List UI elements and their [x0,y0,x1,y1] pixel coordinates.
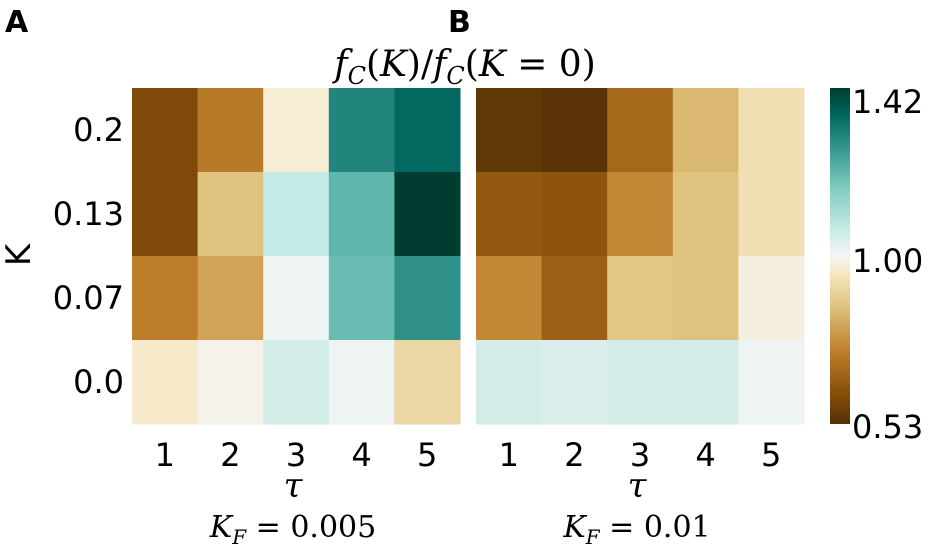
heatmap-cell-b-r0-c3 [672,88,739,173]
heatmap-cell-b-r1-c2 [607,172,674,257]
heatmap-cell-a-r1-c0 [132,172,199,257]
heatmap-cell-a-r3-c1 [197,340,264,425]
x-tick-label-b: 3 [630,436,650,474]
heatmap-cell-b-r3-c0 [476,340,543,425]
heatmap-cell-b-r2-c4 [738,256,805,341]
heatmap-cell-b-r3-c2 [607,340,674,425]
heatmap-cell-a-r1-c2 [263,172,330,257]
heatmap-panel-b: 1 2 3 4 5 [476,88,805,474]
heatmap-cell-b-r1-c0 [476,172,543,257]
x-tick-label-b: 2 [564,436,584,474]
colorbar-mid-label: 1.00 [852,242,923,280]
heatmap-cell-a-r2-c4 [394,256,461,341]
panel-b-subtitle: KF = 0.01 [562,510,710,547]
heatmap-cell-b-r1-c3 [672,172,739,257]
heatmap-cell-b-r3-c3 [672,340,739,425]
heatmap-cell-a-r1-c1 [197,172,264,257]
y-tick-label: 0.13 [53,195,124,233]
colorbar [830,88,850,424]
heatmap-cell-a-r3-c4 [394,340,461,425]
x-tick-label-a: 4 [351,436,371,474]
colorbar-min-label: 0.53 [852,408,923,446]
y-tick-label: 0.0 [73,363,124,401]
x-axis-label-b: τ [628,466,648,506]
heatmap-cell-b-r1-c4 [738,172,805,257]
x-tick-label-a: 3 [286,436,306,474]
x-tick-label-b: 1 [499,436,519,474]
heatmap-cell-a-r0-c4 [394,88,461,173]
heatmap-cell-b-r2-c0 [476,256,543,341]
heatmap-cell-a-r3-c2 [263,340,330,425]
y-tick-label: 0.2 [73,111,124,149]
heatmap-cell-a-r0-c0 [132,88,199,173]
heatmap-cell-b-r3-c4 [738,340,805,425]
chart-title: fC(K)/fC(K = 0) [331,44,596,90]
heatmap-cell-b-r2-c3 [672,256,739,341]
x-tick-label-a: 2 [220,436,240,474]
heatmap-cell-a-r3-c3 [328,340,395,425]
heatmap-cell-a-r1-c4 [394,172,461,257]
heatmap-cell-a-r2-c3 [328,256,395,341]
panel-letter-a: A [5,5,29,40]
heatmap-cell-a-r2-c0 [132,256,199,341]
heatmap-cell-a-r0-c2 [263,88,330,173]
y-axis-label: K [0,242,39,266]
heatmap-cell-a-r0-c1 [197,88,264,173]
panel-letter-b: B [448,5,471,40]
heatmap-cell-b-r3-c1 [541,340,608,425]
heatmap-cell-a-r0-c3 [328,88,395,173]
x-axis-label-a: τ [284,466,304,506]
x-tick-label-a: 1 [155,436,175,474]
heatmap-cell-b-r1-c1 [541,172,608,257]
y-tick-label: 0.07 [53,279,124,317]
heatmap-cell-b-r2-c2 [607,256,674,341]
heatmap-cell-b-r2-c1 [541,256,608,341]
x-tick-label-b: 4 [695,436,715,474]
heatmap-cell-a-r2-c2 [263,256,330,341]
heatmap-cell-a-r1-c3 [328,172,395,257]
heatmap-cell-b-r0-c2 [607,88,674,173]
heatmap-panel-a: 1 2 3 4 5 0.2 0.13 0.07 0.0 [53,88,461,474]
x-tick-label-a: 5 [417,436,437,474]
colorbar-max-label: 1.42 [852,83,923,121]
x-tick-label-b: 5 [761,436,781,474]
heatmap-cell-a-r2-c1 [197,256,264,341]
heatmap-cell-b-r0-c0 [476,88,543,173]
heatmap-cell-b-r0-c1 [541,88,608,173]
heatmap-cell-b-r0-c4 [738,88,805,173]
panel-a-subtitle: KF = 0.005 [209,510,376,547]
heatmap-cell-a-r3-c0 [132,340,199,425]
